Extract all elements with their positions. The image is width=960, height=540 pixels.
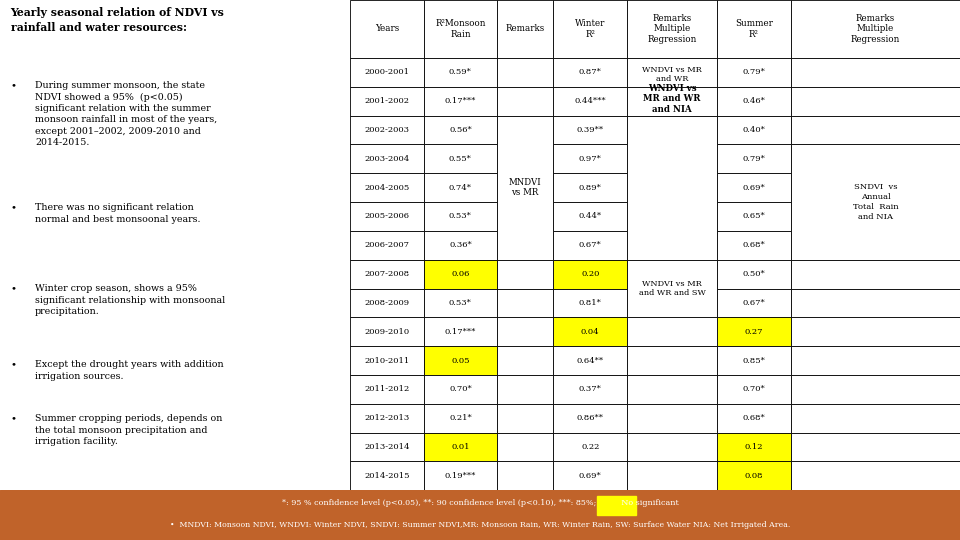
Text: •: • (11, 204, 16, 212)
Bar (496, 0, 553, 58)
Text: 0.21*: 0.21* (449, 414, 471, 422)
Bar (717, 202, 791, 231)
Bar (553, 318, 627, 346)
Bar (791, 144, 960, 260)
Bar (791, 260, 960, 288)
Text: 2004-2005: 2004-2005 (365, 184, 410, 192)
Text: 2001-2002: 2001-2002 (365, 97, 410, 105)
Text: 2005-2006: 2005-2006 (365, 212, 410, 220)
Text: •  MNDVI: Monsoon NDVI, WNDVI: Winter NDVI, SNDVI: Summer NDVI,MR: Monsoon Rain,: • MNDVI: Monsoon NDVI, WNDVI: Winter NDV… (170, 521, 790, 529)
Bar (553, 288, 627, 318)
Bar (791, 404, 960, 433)
Bar (350, 173, 424, 202)
Bar (424, 260, 496, 288)
Bar (424, 202, 496, 231)
Bar (791, 58, 960, 87)
Bar (791, 375, 960, 404)
Text: 0.81*: 0.81* (579, 299, 602, 307)
Bar (553, 173, 627, 202)
Bar (424, 231, 496, 260)
Bar (424, 288, 496, 318)
Text: 0.37*: 0.37* (579, 386, 602, 394)
Text: During summer monsoon, the state
NDVI showed a 95%  (p<0.05)
significant relatio: During summer monsoon, the state NDVI sh… (35, 81, 217, 147)
Text: 0.44***: 0.44*** (574, 97, 606, 105)
Bar (717, 144, 791, 173)
Bar (717, 433, 791, 462)
Bar (627, 346, 717, 375)
Text: Winter
R²: Winter R² (575, 19, 606, 39)
Bar (496, 433, 553, 462)
Bar (791, 87, 960, 116)
Text: There was no significant relation
normal and best monsoonal years.: There was no significant relation normal… (35, 204, 201, 224)
Bar (553, 0, 627, 58)
Bar (496, 462, 553, 490)
Bar (553, 144, 627, 173)
Text: 2012-2013: 2012-2013 (365, 414, 410, 422)
Text: WNDVI vs
MR and WR
and NIA: WNDVI vs MR and WR and NIA (643, 84, 701, 113)
Bar (791, 346, 960, 375)
Text: 0.89*: 0.89* (579, 184, 602, 192)
Text: 0.08: 0.08 (745, 472, 763, 480)
Bar (496, 260, 553, 288)
Bar (627, 0, 717, 58)
Bar (553, 58, 627, 87)
Bar (627, 433, 717, 462)
Bar (424, 0, 496, 58)
Text: Except the drought years with addition
irrigation sources.: Except the drought years with addition i… (35, 360, 224, 381)
Text: 0.97*: 0.97* (579, 155, 602, 163)
Bar (350, 433, 424, 462)
Text: 0.44*: 0.44* (579, 212, 602, 220)
Text: 2009-2010: 2009-2010 (365, 328, 410, 336)
Bar (627, 87, 717, 116)
Text: 0.53*: 0.53* (449, 299, 472, 307)
Text: 2000-2001: 2000-2001 (365, 68, 410, 76)
Bar (424, 318, 496, 346)
Text: 0.65*: 0.65* (743, 212, 765, 220)
Bar (350, 231, 424, 260)
Text: 0.19***: 0.19*** (444, 472, 476, 480)
Text: R²Monsoon
Rain: R²Monsoon Rain (435, 19, 486, 39)
Bar (791, 0, 960, 58)
Bar (350, 87, 424, 116)
Bar (597, 496, 636, 515)
Bar (496, 58, 553, 87)
Text: 0.22: 0.22 (581, 443, 599, 451)
Text: 0.70*: 0.70* (449, 386, 471, 394)
Bar (553, 433, 627, 462)
Bar (791, 318, 960, 346)
Bar (350, 375, 424, 404)
Text: 0.69*: 0.69* (579, 472, 602, 480)
Bar (717, 404, 791, 433)
Bar (496, 404, 553, 433)
Text: Years: Years (375, 24, 399, 33)
Text: *: 95 % confidence level (p<0.05), **: 90 confidence level (p<0.10), ***: 85%;  : *: 95 % confidence level (p<0.05), **: 9… (281, 500, 679, 507)
Text: 0.86**: 0.86** (577, 414, 604, 422)
Text: 0.56*: 0.56* (449, 126, 471, 134)
Bar (350, 346, 424, 375)
Text: MNDVI
vs MR: MNDVI vs MR (509, 178, 541, 197)
Bar (717, 260, 791, 288)
Text: SNDVI  vs
Annual
Total  Rain
and NIA: SNDVI vs Annual Total Rain and NIA (852, 183, 899, 221)
Text: 0.05: 0.05 (451, 356, 469, 365)
Text: Yearly seasonal relation of NDVI vs
rainfall and water resources:: Yearly seasonal relation of NDVI vs rain… (11, 8, 225, 33)
Text: 0.50*: 0.50* (743, 270, 765, 278)
Bar (350, 288, 424, 318)
Bar (350, 462, 424, 490)
Text: 0.64**: 0.64** (577, 356, 604, 365)
Bar (717, 318, 791, 346)
Bar (717, 346, 791, 375)
Bar (553, 462, 627, 490)
Bar (553, 202, 627, 231)
Text: 0.04: 0.04 (581, 328, 600, 336)
Text: •: • (11, 81, 16, 90)
Text: 0.74*: 0.74* (449, 184, 472, 192)
Text: 0.36*: 0.36* (449, 241, 471, 249)
Text: 0.69*: 0.69* (743, 184, 765, 192)
Bar (627, 260, 717, 318)
Text: 0.87*: 0.87* (579, 68, 602, 76)
Text: 0.06: 0.06 (451, 270, 469, 278)
Bar (496, 375, 553, 404)
Bar (424, 433, 496, 462)
Bar (424, 346, 496, 375)
Text: 0.40*: 0.40* (742, 126, 765, 134)
